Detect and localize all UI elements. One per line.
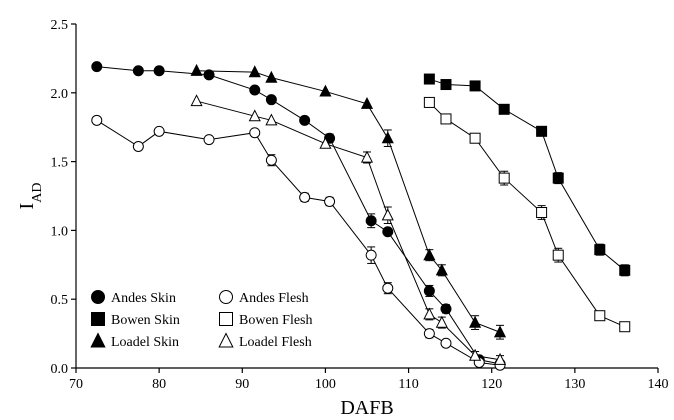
x-tick-label-100: 100 bbox=[315, 377, 336, 392]
data-point-loadel-flesh-3 bbox=[319, 136, 332, 149]
data-point-andes-skin-8 bbox=[365, 215, 377, 227]
legend-marker-andes-skin bbox=[91, 290, 105, 304]
data-point-loadel-skin-5 bbox=[381, 131, 394, 144]
data-point-loadel-flesh-1 bbox=[248, 109, 261, 122]
data-point-loadel-skin-3 bbox=[319, 84, 332, 97]
data-point-andes-skin-11 bbox=[440, 303, 452, 315]
data-point-bowen-skin-5 bbox=[552, 172, 564, 184]
legend-marker-andes-flesh bbox=[219, 290, 233, 304]
legend-label-bowen-flesh: Bowen Flesh bbox=[239, 313, 313, 328]
data-point-loadel-flesh-8 bbox=[469, 348, 482, 361]
data-markers bbox=[91, 61, 631, 371]
legend-label-andes-flesh: Andes Flesh bbox=[239, 291, 309, 306]
data-point-loadel-flesh-9 bbox=[493, 352, 507, 365]
x-tick-label-120: 120 bbox=[481, 377, 502, 392]
data-point-andes-skin-0 bbox=[91, 61, 103, 73]
data-point-andes-flesh-5 bbox=[265, 154, 277, 166]
data-point-andes-flesh-1 bbox=[132, 140, 144, 152]
data-point-bowen-flesh-5 bbox=[552, 249, 564, 261]
legend-label-loadel-skin: Loadel Skin bbox=[111, 335, 179, 350]
data-point-loadel-skin-2 bbox=[265, 70, 278, 83]
data-point-andes-flesh-6 bbox=[299, 191, 311, 203]
axes: 70 80 90 100 110 120 130 140 0.0 0.5 1.0 1.5 2.0 2.5 bbox=[51, 18, 669, 392]
data-point-bowen-skin-4 bbox=[536, 125, 548, 137]
x-tick-label-140: 140 bbox=[648, 377, 669, 392]
data-point-andes-skin-4 bbox=[249, 84, 261, 96]
data-point-bowen-skin-2 bbox=[469, 80, 481, 92]
x-tick-label-90: 90 bbox=[235, 377, 249, 392]
data-point-andes-flesh-7 bbox=[324, 196, 336, 208]
data-point-andes-skin-5 bbox=[265, 94, 277, 106]
x-tick-label-70: 70 bbox=[69, 377, 83, 392]
data-point-bowen-flesh-6 bbox=[594, 310, 606, 322]
y-tick-label-1: 0.5 bbox=[51, 293, 69, 308]
data-point-bowen-flesh-3 bbox=[498, 172, 510, 184]
data-point-andes-flesh-0 bbox=[91, 114, 103, 126]
data-point-loadel-flesh-6 bbox=[423, 307, 436, 320]
data-point-andes-skin-6 bbox=[299, 114, 311, 126]
legend-background bbox=[86, 282, 326, 364]
x-axis-title: DAFB bbox=[340, 397, 393, 419]
data-point-loadel-skin-6 bbox=[423, 248, 436, 261]
data-point-andes-flesh-3 bbox=[203, 134, 215, 146]
data-point-bowen-skin-1 bbox=[440, 79, 452, 91]
legend-marker-loadel-skin bbox=[90, 332, 106, 348]
data-point-bowen-flesh-2 bbox=[469, 132, 481, 144]
data-point-loadel-skin-9 bbox=[493, 325, 507, 338]
y-tick-label-2: 1.0 bbox=[51, 224, 69, 239]
x-tick-label-80: 80 bbox=[152, 377, 166, 392]
data-point-andes-skin-10 bbox=[423, 285, 435, 297]
data-point-loadel-flesh-5 bbox=[381, 208, 394, 221]
data-point-loadel-skin-1 bbox=[248, 65, 261, 78]
data-point-andes-flesh-2 bbox=[153, 125, 165, 137]
y-axis-title-sub: AD bbox=[30, 183, 45, 203]
data-point-bowen-flesh-0 bbox=[423, 96, 435, 108]
data-point-andes-flesh-4 bbox=[249, 127, 261, 139]
data-point-andes-skin-1 bbox=[132, 65, 144, 77]
series-line-loadel-skin bbox=[196, 70, 501, 333]
data-point-bowen-skin-7 bbox=[619, 264, 631, 276]
legend: Andes Skin Bowen Skin Loadel Skin Andes Fle… bbox=[86, 282, 326, 364]
data-point-andes-skin-3 bbox=[203, 69, 215, 81]
data-point-bowen-skin-6 bbox=[594, 244, 606, 256]
y-tick-label-3: 1.5 bbox=[51, 156, 69, 171]
legend-label-bowen-skin: Bowen Skin bbox=[111, 313, 180, 328]
data-point-loadel-flesh-4 bbox=[360, 150, 374, 163]
x-tick-label-130: 130 bbox=[564, 377, 585, 392]
series-line-bowen-skin bbox=[429, 78, 626, 271]
x-tick-label-110: 110 bbox=[398, 377, 418, 392]
series-line-loadel-flesh bbox=[196, 100, 501, 361]
legend-marker-loadel-flesh bbox=[218, 332, 234, 348]
data-point-loadel-skin-0 bbox=[190, 63, 203, 76]
data-point-andes-flesh-11 bbox=[440, 337, 452, 349]
legend-marker-bowen-flesh bbox=[219, 312, 233, 326]
y-axis-title-main: I bbox=[16, 203, 38, 210]
data-point-loadel-skin-4 bbox=[360, 96, 374, 109]
y-tick-label-0: 0.0 bbox=[51, 362, 69, 377]
data-point-bowen-skin-0 bbox=[423, 73, 435, 85]
data-point-loadel-skin-8 bbox=[469, 315, 482, 328]
data-point-loadel-flesh-7 bbox=[435, 315, 448, 328]
data-point-bowen-flesh-1 bbox=[440, 113, 452, 125]
legend-marker-bowen-skin bbox=[91, 312, 105, 326]
data-point-loadel-skin-7 bbox=[435, 263, 448, 276]
data-point-bowen-flesh-4 bbox=[536, 207, 548, 219]
y-tick-label-4: 2.0 bbox=[51, 87, 69, 102]
data-point-bowen-skin-3 bbox=[498, 103, 510, 115]
data-point-loadel-flesh-2 bbox=[265, 113, 278, 126]
legend-label-loadel-flesh: Loadel Flesh bbox=[239, 335, 312, 350]
y-axis-title: IAD bbox=[16, 183, 45, 210]
data-point-andes-skin-9 bbox=[382, 226, 394, 238]
legend-label-andes-skin: Andes Skin bbox=[111, 291, 176, 306]
data-point-andes-flesh-9 bbox=[382, 282, 394, 294]
data-point-andes-flesh-10 bbox=[423, 328, 435, 340]
data-point-bowen-flesh-7 bbox=[619, 321, 631, 333]
data-point-loadel-flesh-0 bbox=[190, 94, 203, 107]
y-tick-label-5: 2.5 bbox=[51, 18, 69, 33]
series-line-bowen-flesh bbox=[429, 102, 625, 328]
data-point-andes-skin-2 bbox=[153, 65, 165, 77]
data-point-andes-flesh-8 bbox=[365, 249, 377, 261]
